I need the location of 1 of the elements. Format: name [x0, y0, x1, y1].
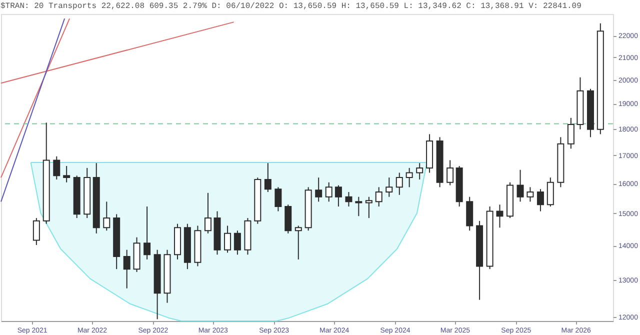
chart-title: $TRAN: 20 Transports 22,622.08 609.35 2.79% D: 06/10/2022 O: 13,650.59 H: 13,650.59 L: 13,349.62 C: 13,368.91 V: 22841.09 [0, 2, 582, 11]
